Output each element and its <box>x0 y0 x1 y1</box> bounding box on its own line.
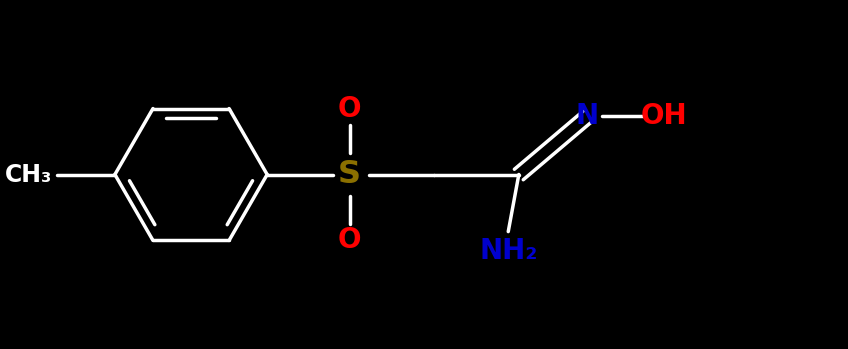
Text: O: O <box>338 95 361 123</box>
Text: S: S <box>338 159 361 190</box>
Text: O: O <box>338 226 361 254</box>
Text: N: N <box>576 102 600 130</box>
Text: NH₂: NH₂ <box>479 237 538 265</box>
Text: OH: OH <box>640 102 687 130</box>
Text: CH₃: CH₃ <box>5 163 53 186</box>
